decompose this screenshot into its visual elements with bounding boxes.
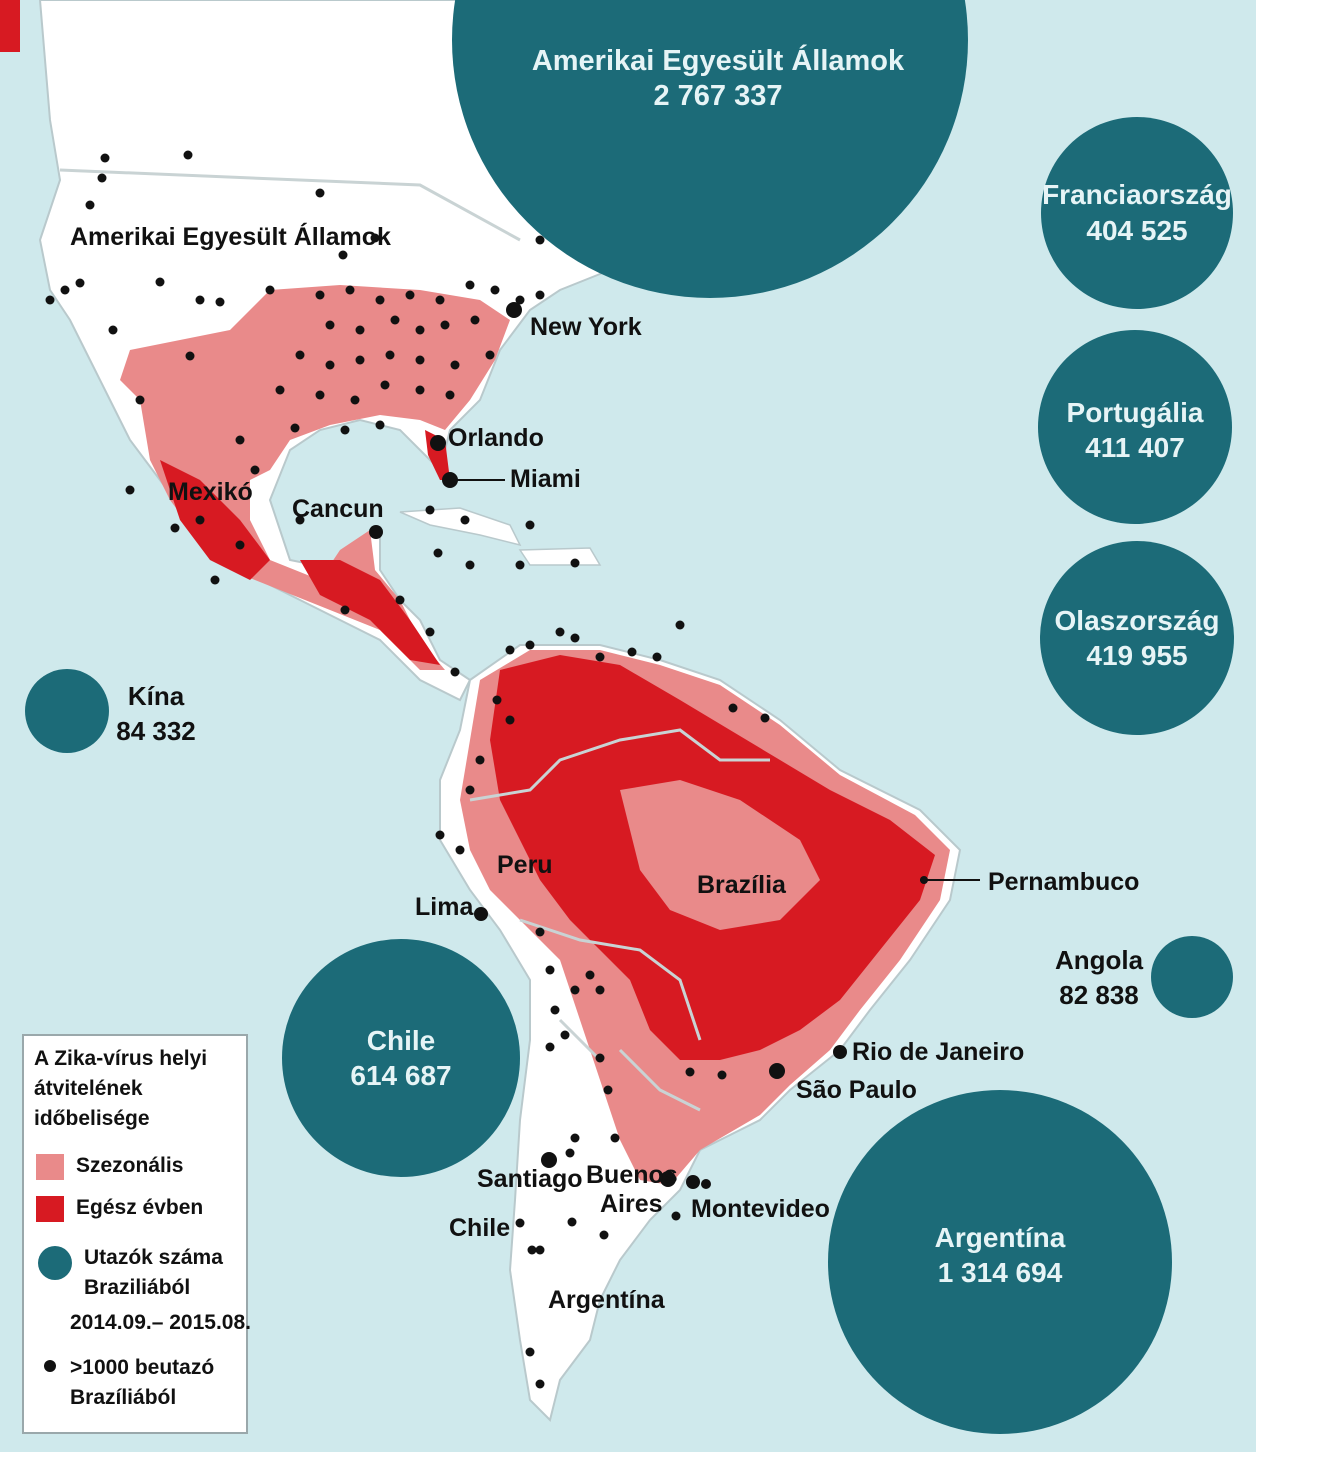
bubble-argentina-value: 1 314 694 <box>938 1257 1063 1288</box>
label-orlando: Orlando <box>448 424 544 452</box>
traveler-bubbles: Amerikai Egyesült Államok 2 767 337 Fran… <box>25 0 1234 1434</box>
bubble-argentina-name: Argentína <box>935 1222 1066 1253</box>
label-rio: Rio de Janeiro <box>852 1038 1024 1066</box>
seasonal-zone-north <box>120 285 510 480</box>
legend-title: A Zika-vírus helyi átvitelének időbelisé… <box>34 1047 208 1130</box>
bubble-usa-name: Amerikai Egyesült Államok <box>532 43 905 77</box>
bubble-chile <box>282 939 520 1177</box>
brazil-interior-seasonal <box>620 780 820 930</box>
caribbean-islands <box>399 507 602 566</box>
angola-name: Angola <box>1055 945 1144 975</box>
legend-dot-icon <box>44 1360 56 1372</box>
label-buenos-aires-2: Aires <box>600 1190 663 1218</box>
legend-label-dots-1: >1000 beutazó <box>70 1356 215 1379</box>
china-value: 84 332 <box>116 716 196 746</box>
corner-marker <box>0 0 20 52</box>
bubble-china <box>25 669 109 753</box>
label-cancun: Cancun <box>292 495 384 523</box>
legend-swatch-seasonal <box>36 1154 64 1180</box>
label-lima: Lima <box>415 893 474 921</box>
label-argentina: Argentína <box>548 1286 666 1314</box>
label-sao-paulo: São Paulo <box>796 1076 917 1104</box>
bubble-portugal-value: 411 407 <box>1085 432 1185 463</box>
bubble-chile-value: 614 687 <box>350 1060 451 1091</box>
label-brazil: Brazília <box>697 871 787 899</box>
label-usa: Amerikai Egyesült Államok <box>70 222 391 251</box>
legend-label-dots-2: Brazíliából <box>70 1386 177 1409</box>
bubble-portugal-name: Portugália <box>1067 397 1204 428</box>
legend-label-seasonal: Szezonális <box>76 1154 184 1177</box>
bubble-france-name: Franciaország <box>1042 179 1232 210</box>
label-pernambuco: Pernambuco <box>988 868 1139 896</box>
legend-label-travelers-2: Braziliából <box>84 1276 191 1299</box>
label-new-york: New York <box>530 313 642 341</box>
china-name: Kína <box>128 681 185 711</box>
place-labels: Amerikai Egyesült Államok New York Orlan… <box>70 222 1139 1314</box>
bubble-chile-name: Chile <box>367 1025 435 1056</box>
angola-value: 82 838 <box>1059 980 1139 1010</box>
leader-lines <box>450 479 980 881</box>
label-mexico: Mexikó <box>168 478 253 506</box>
legend-swatch-year-round <box>36 1196 64 1222</box>
label-montevideo: Montevideo <box>691 1195 830 1223</box>
legend-label-year-round: Egész évben <box>76 1196 204 1219</box>
bubble-argentina <box>828 1090 1172 1434</box>
year-round-zone-mexico <box>160 460 440 665</box>
legend-bubble-icon <box>38 1246 72 1280</box>
bubble-portugal <box>1038 330 1232 524</box>
bubble-usa <box>452 0 968 298</box>
legend-label-travelers-3: 2014.09.– 2015.08. <box>70 1311 252 1334</box>
country-borders <box>59 168 770 1112</box>
label-chile: Chile <box>449 1214 510 1242</box>
label-santiago: Santiago <box>477 1165 583 1193</box>
city-dots <box>45 150 770 1389</box>
label-miami: Miami <box>510 465 581 493</box>
bubble-angola <box>1151 936 1233 1018</box>
bubble-usa-value: 2 767 337 <box>653 80 782 112</box>
bubble-italy-name: Olaszország <box>1055 605 1220 636</box>
bubble-france <box>1041 117 1233 309</box>
label-buenos-aires-1: Buenos <box>586 1161 678 1189</box>
bubble-france-value: 404 525 <box>1086 215 1187 246</box>
bubble-italy-value: 419 955 <box>1086 640 1187 671</box>
bubble-italy <box>1040 541 1234 735</box>
legend-label-travelers-1: Utazók száma <box>84 1246 223 1269</box>
pernambuco-marker <box>920 876 928 884</box>
map-legend: A Zika-vírus helyi átvitelének időbelisé… <box>22 1034 252 1434</box>
label-peru: Peru <box>497 851 553 879</box>
